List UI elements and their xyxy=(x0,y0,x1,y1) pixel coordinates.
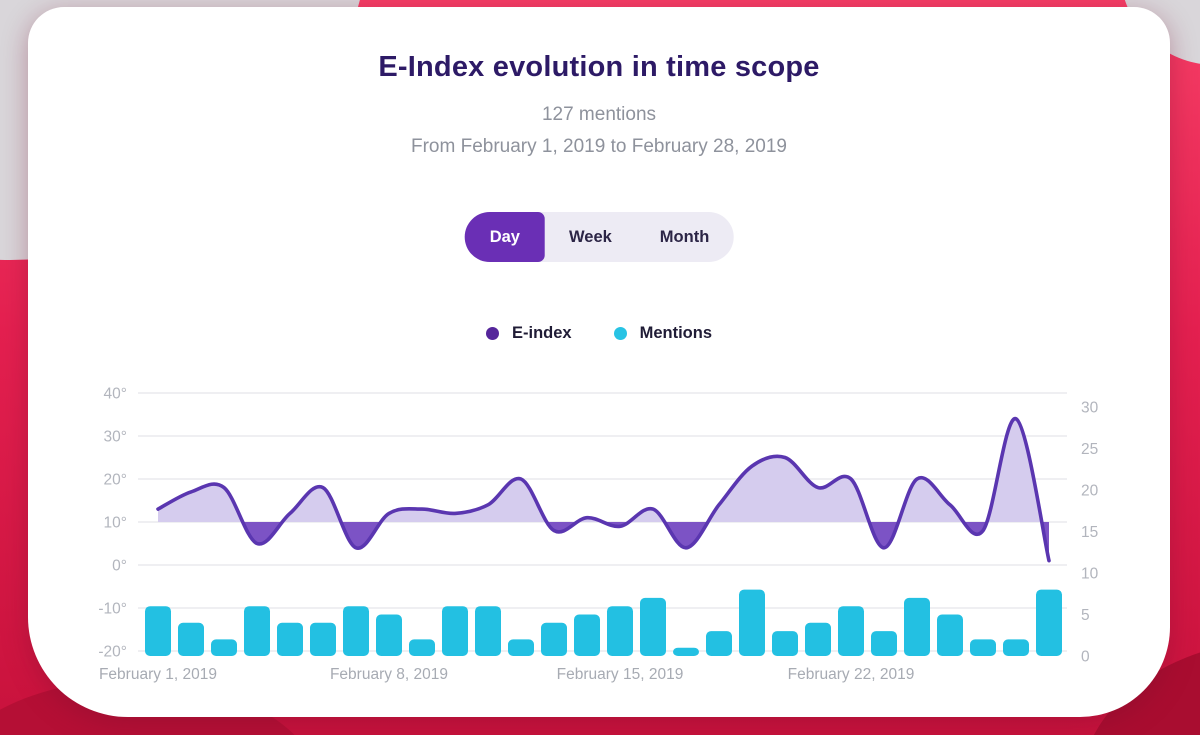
toggle-option-day[interactable]: Day xyxy=(464,212,545,262)
mentions-bar-feb-24 xyxy=(904,597,930,656)
mentions-bar-feb-1 xyxy=(145,606,171,656)
mentions-bar-feb-18 xyxy=(706,631,732,656)
legend-item-mentions[interactable]: Mentions xyxy=(613,324,713,343)
mentions-bar-feb-15 xyxy=(607,606,633,656)
left-axis-tick: -10° xyxy=(98,601,127,618)
date-range: From February 1, 2019 to February 28, 20… xyxy=(411,136,787,157)
mentions-bar-feb-3 xyxy=(211,639,237,656)
mentions-bar-feb-25 xyxy=(937,614,963,656)
right-axis-tick: 10 xyxy=(1081,566,1099,583)
left-axis-tick: 40° xyxy=(104,386,127,403)
mentions-bar-feb-26 xyxy=(970,639,996,656)
chart-legend: E-index Mentions xyxy=(28,324,1170,343)
right-axis-tick: 15 xyxy=(1081,524,1098,541)
combo-chart-svg: 40° 30° 20° 10° 0° -10° -20° 30 25 20 15 10 5 0 Februa… xyxy=(98,386,1099,684)
mentions-bar-feb-8 xyxy=(376,614,402,656)
time-scope-toggle: Day Week Month xyxy=(464,212,734,262)
e-index-legend-dot-icon xyxy=(485,327,499,340)
x-axis-label: February 22, 2019 xyxy=(788,666,915,683)
x-axis-label: February 8, 2019 xyxy=(330,666,448,683)
chart-area: 40° 30° 20° 10° 0° -10° -20° 30 25 20 15 10 5 0 Februa… xyxy=(75,378,1115,693)
mentions-bar-feb-2 xyxy=(178,622,204,656)
right-axis-tick: 30 xyxy=(1081,400,1099,417)
right-axis-tick: 25 xyxy=(1081,441,1098,458)
mentions-bar-feb-12 xyxy=(508,639,534,656)
mentions-bar-feb-28 xyxy=(1036,589,1062,656)
left-axis-tick: 20° xyxy=(104,472,127,489)
right-axis-tick: 20 xyxy=(1081,483,1099,500)
left-axis-tick: -20° xyxy=(98,644,127,661)
mentions-bar-feb-5 xyxy=(277,622,303,656)
mentions-bar-feb-16 xyxy=(640,597,666,656)
x-axis-label: February 1, 2019 xyxy=(99,666,217,683)
legend-label: Mentions xyxy=(639,324,713,342)
chart-card: E-Index evolution in time scope 127 ment… xyxy=(28,7,1170,717)
mentions-bar-feb-27 xyxy=(1003,639,1029,656)
x-axis-label: February 15, 2019 xyxy=(557,666,684,683)
mentions-bar-feb-13 xyxy=(541,622,567,656)
mentions-count: 127 mentions xyxy=(541,104,657,125)
mentions-bar-feb-19 xyxy=(739,589,765,656)
mentions-bar-feb-9 xyxy=(409,639,435,656)
right-axis-tick: 5 xyxy=(1081,607,1090,624)
mentions-bar-feb-11 xyxy=(475,606,501,656)
eindex-line xyxy=(156,416,1051,563)
toggle-option-month[interactable]: Month xyxy=(636,212,733,262)
right-axis-tick: 0 xyxy=(1081,649,1090,666)
legend-label: E-index xyxy=(511,324,572,342)
mentions-bar-feb-10 xyxy=(442,606,468,656)
mentions-bar-feb-23 xyxy=(871,631,897,656)
legend-item-e-index[interactable]: E-index xyxy=(485,324,572,343)
mentions-bar-feb-7 xyxy=(343,606,369,656)
left-axis-tick: 0° xyxy=(112,558,127,575)
mentions-bar-feb-22 xyxy=(838,606,864,656)
mentions-bar-feb-6 xyxy=(310,622,336,656)
mentions-legend-dot-icon xyxy=(613,327,627,340)
page-title: E-Index evolution in time scope xyxy=(378,51,820,83)
left-axis-tick: 10° xyxy=(104,515,127,532)
mentions-bar-feb-20 xyxy=(772,631,798,656)
mentions-bar-feb-14 xyxy=(574,614,600,656)
eindex-area-above-baseline xyxy=(158,418,1049,522)
mentions-bar-feb-17 xyxy=(673,647,699,656)
eindex-area-below-baseline xyxy=(158,522,1049,561)
mentions-bar-feb-21 xyxy=(805,622,831,656)
toggle-option-week[interactable]: Week xyxy=(545,212,636,262)
left-axis-tick: 30° xyxy=(104,429,127,446)
mentions-bar-feb-4 xyxy=(244,606,270,656)
